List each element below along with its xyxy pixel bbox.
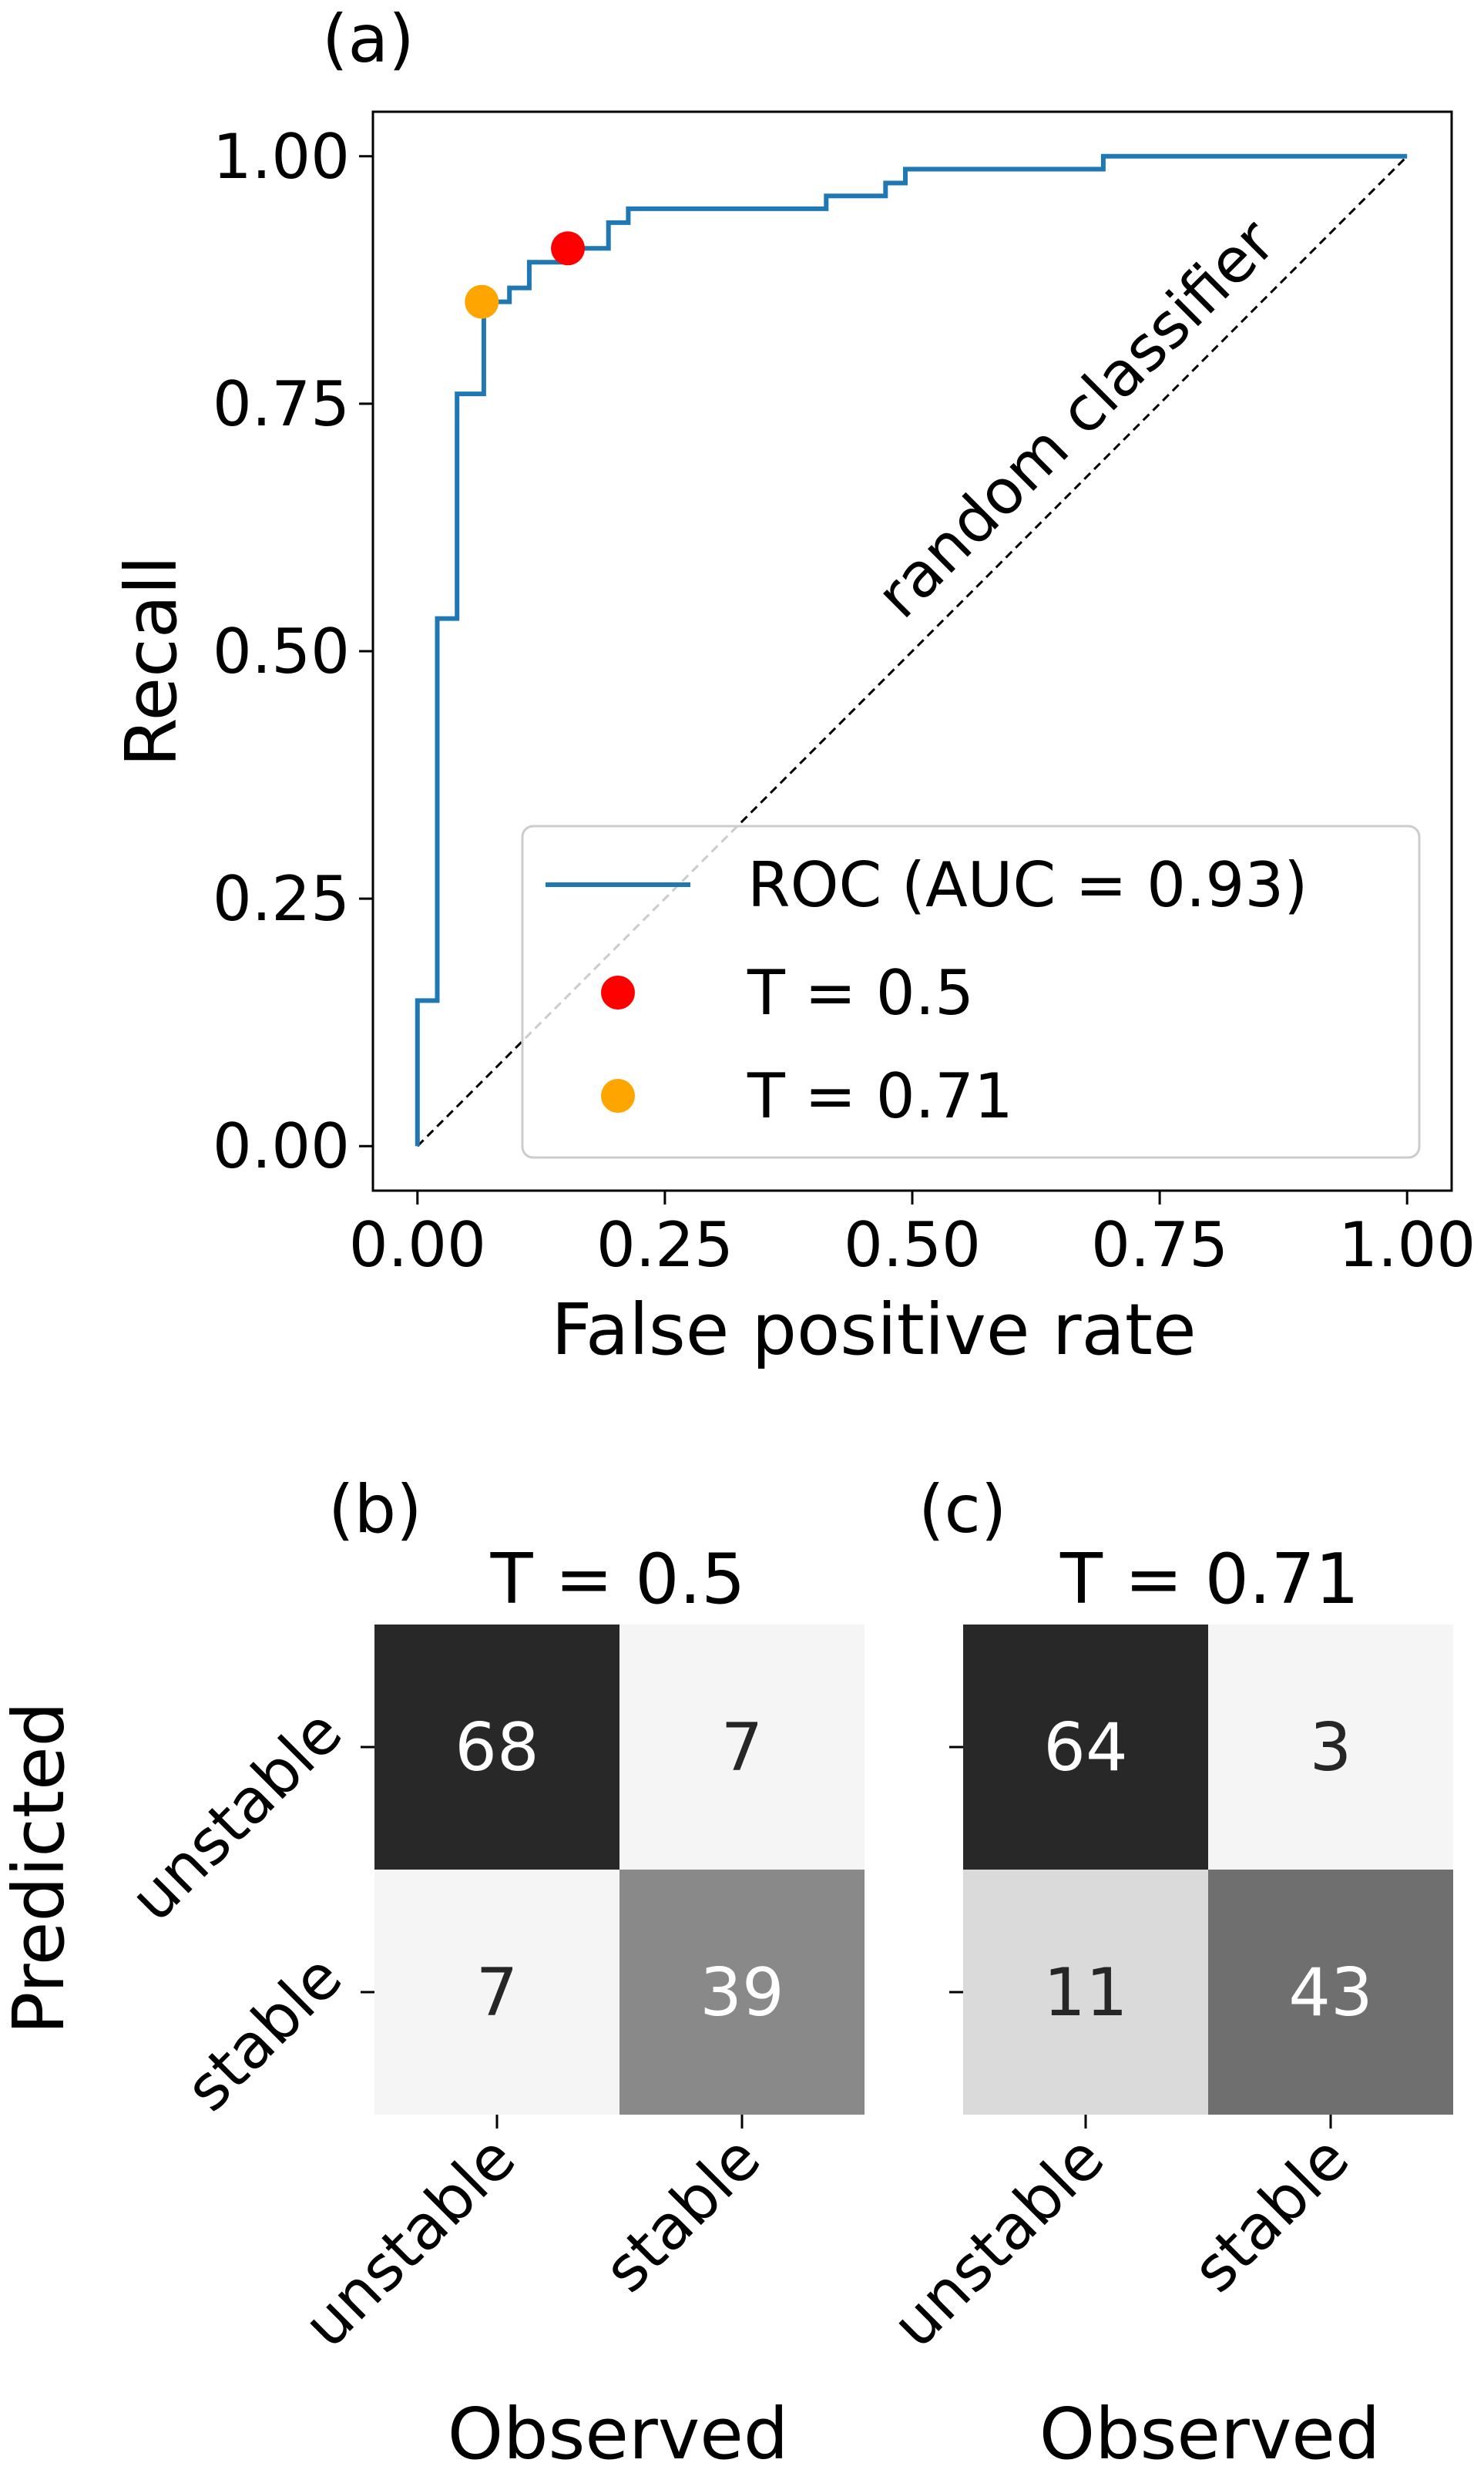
cm-cell-value: 7 (476, 1954, 519, 2031)
cm-cell (963, 1870, 1208, 2115)
cm-col-label: unstable (878, 2122, 1117, 2361)
x-tick-label: 0.00 (349, 1209, 486, 1281)
cm-cell (374, 1625, 619, 1870)
cm-cell (619, 1870, 865, 2115)
cm-c-cells: 64 3 11 43 unstable stable (878, 1625, 1453, 2361)
panel-label-c: (c) (918, 1471, 1006, 1548)
y-tick-label: 0.75 (213, 368, 350, 440)
legend-roc-label: ROC (AUC = 0.93) (747, 849, 1308, 921)
roc-x-ticks: 0.00 0.25 0.50 0.75 1.00 (349, 1191, 1476, 1281)
roc-plot-area (415, 153, 1408, 1147)
cm-cell (1208, 1625, 1453, 1870)
roc-y-ticks: 0.00 0.25 0.50 0.75 1.00 (213, 121, 373, 1182)
cm-col-label: stable (590, 2122, 774, 2307)
cm-cell-value: 64 (1043, 1709, 1127, 1786)
cm-cell (374, 1870, 619, 2115)
x-tick-label: 1.00 (1338, 1209, 1476, 1281)
y-tick-label: 0.00 (213, 1110, 350, 1182)
random-classifier-annotation: random classifier (862, 206, 1288, 632)
panel-label-b: (b) (328, 1471, 422, 1548)
legend-t05-label: T = 0.5 (747, 957, 974, 1029)
cm-b-x-axis-title: Observed (448, 2393, 789, 2473)
x-tick-label: 0.25 (596, 1209, 734, 1281)
cm-cell-value: 68 (455, 1709, 539, 1786)
cm-cell-value: 7 (721, 1709, 764, 1786)
cm-cell-value: 43 (1288, 1954, 1372, 2031)
threshold-0.71-point (465, 284, 499, 319)
cm-row-label: stable (172, 1941, 356, 2125)
roc-legend: ROC (AUC = 0.93) T = 0.5 T = 0.71 (521, 825, 1421, 1159)
confusion-matrix-c: (c) T = 0.71 64 3 11 43 unstable stable Obser… (878, 1471, 1453, 2473)
y-tick-label: 0.25 (213, 863, 350, 935)
cm-c-x-axis-title: Observed (1039, 2393, 1381, 2473)
cm-cell (619, 1625, 865, 1870)
cm-cell-value: 39 (700, 1954, 784, 2031)
cm-col-label: unstable (290, 2122, 529, 2361)
cm-cell-value: 11 (1043, 1954, 1127, 2031)
y-tick-label: 1.00 (213, 121, 350, 193)
legend-frame (521, 825, 1421, 1159)
x-tick-label: 0.75 (1091, 1209, 1228, 1281)
legend-t071-label: T = 0.71 (747, 1060, 1013, 1132)
legend-t071-marker (601, 1079, 635, 1113)
random-classifier-line (416, 155, 1408, 1147)
roc-panel: (a) 0.00 0.25 0.50 0.75 1.00 0.00 0.25 0.50 0.7… (110, 1, 1476, 1371)
cm-row-label: unstable (116, 1696, 355, 1935)
cm-cell (963, 1625, 1208, 1870)
cm-cell (1208, 1870, 1453, 2115)
x-tick-label: 0.50 (844, 1209, 981, 1281)
panel-label-a: (a) (322, 1, 415, 78)
y-tick-label: 0.50 (213, 616, 350, 687)
roc-y-axis-title: Recall (110, 556, 193, 767)
cm-col-label: stable (1179, 2122, 1363, 2307)
cm-b-title: T = 0.5 (490, 1539, 746, 1620)
threshold-0.5-point (551, 231, 586, 266)
cm-cell-value: 3 (1310, 1709, 1352, 1786)
cm-b-y-axis-title: Predicted (0, 1702, 80, 2035)
legend-t05-marker (601, 976, 635, 1010)
roc-x-axis-title: False positive rate (551, 1289, 1196, 1371)
cm-c-title: T = 0.71 (1059, 1539, 1359, 1620)
